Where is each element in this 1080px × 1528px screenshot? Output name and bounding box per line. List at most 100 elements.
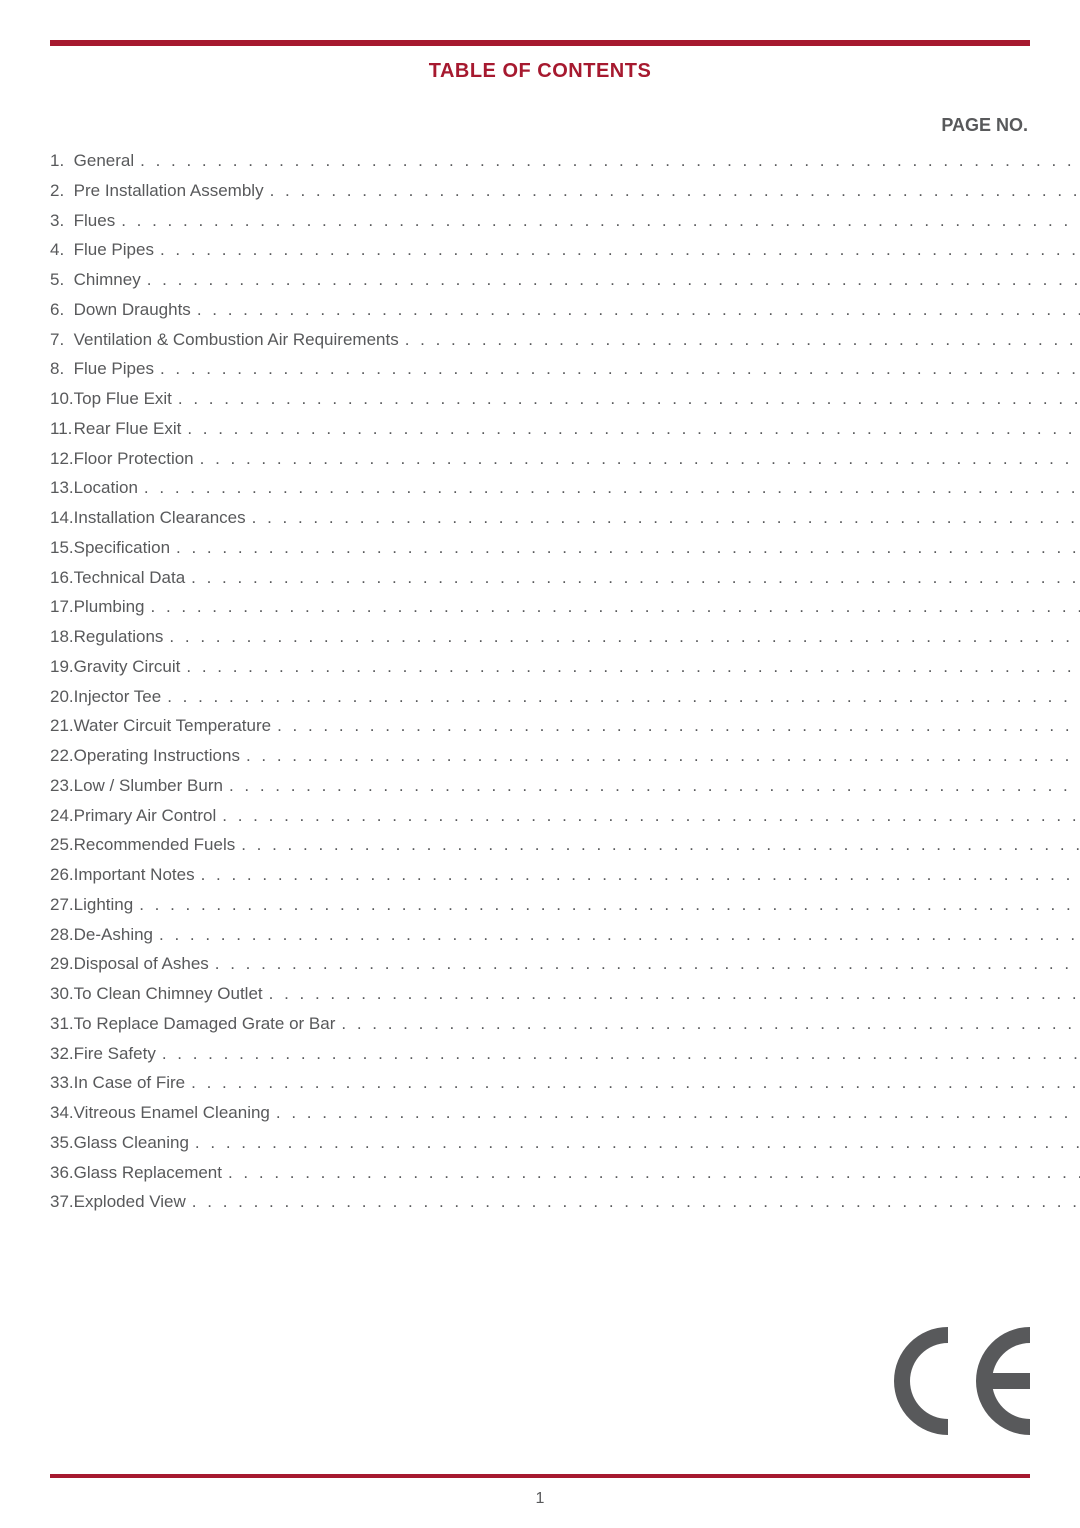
toc-entry-title-cell: Flues (74, 206, 1080, 236)
toc-entry-number: 8. (50, 354, 74, 384)
toc-entry-title: Installation Clearances (74, 503, 246, 533)
toc-entry-title: Glass Cleaning (74, 1128, 189, 1158)
toc-entry-number: 36. (50, 1158, 74, 1188)
toc-entry-title-cell: Gravity Circuit (74, 652, 1080, 682)
toc-entry-title: Plumbing (74, 592, 145, 622)
toc-entry-title-cell: Floor Protection (74, 444, 1080, 474)
toc-entry-title: Chimney (74, 265, 141, 295)
toc-dot-leader (191, 295, 1080, 325)
toc-entry-number: 29. (50, 949, 74, 979)
toc-entry-number: 37. (50, 1187, 74, 1217)
page-no-header: PAGE NO. (50, 115, 1030, 136)
toc-row: 17.Plumbing7 (50, 592, 1080, 622)
toc-entry-title-cell: Ventilation & Combustion Air Requirement… (74, 325, 1080, 355)
toc-dot-leader (170, 533, 1080, 563)
toc-dot-leader (172, 384, 1080, 414)
toc-dot-leader (180, 652, 1080, 682)
toc-row: 10.Top Flue Exit4 (50, 384, 1080, 414)
toc-row: 19.Gravity Circuit7 (50, 652, 1080, 682)
toc-entry-title: Regulations (74, 622, 164, 652)
toc-entry-number: 23. (50, 771, 74, 801)
toc-row: 25.Recommended Fuels8 (50, 830, 1080, 860)
toc-row: 31.To Replace Damaged Grate or Bar11 (50, 1009, 1080, 1039)
toc-dot-leader (270, 1098, 1080, 1128)
toc-entry-title: Rear Flue Exit (74, 414, 182, 444)
toc-entry-title-cell: Plumbing (74, 592, 1080, 622)
toc-row: 29.Disposal of Ashes11 (50, 949, 1080, 979)
toc-entry-title: Down Draughts (74, 295, 191, 325)
toc-entry-title-cell: Disposal of Ashes (74, 949, 1080, 979)
toc-entry-title: Injector Tee (74, 682, 162, 712)
toc-entry-title: Location (74, 473, 138, 503)
toc-entry-title-cell: Location (74, 473, 1080, 503)
toc-entry-number: 12. (50, 444, 74, 474)
toc-dot-leader (154, 354, 1080, 384)
toc-entry-title-cell: Recommended Fuels (74, 830, 1080, 860)
toc-entry-title: Floor Protection (74, 444, 194, 474)
toc-entry-title: Top Flue Exit (74, 384, 172, 414)
toc-entry-title: Vitreous Enamel Cleaning (74, 1098, 270, 1128)
toc-entry-number: 34. (50, 1098, 74, 1128)
toc-entry-title: Flue Pipes (74, 354, 154, 384)
toc-row: 4.Flue Pipes3 (50, 235, 1080, 265)
toc-entry-title-cell: Exploded View (74, 1187, 1080, 1217)
toc-entry-title-cell: Primary Air Control (74, 801, 1080, 831)
toc-entry-title-cell: Fire Safety (74, 1039, 1080, 1069)
toc-dot-leader (240, 741, 1080, 771)
toc-entry-number: 32. (50, 1039, 74, 1069)
toc-entry-number: 22. (50, 741, 74, 771)
toc-entry-number: 15. (50, 533, 74, 563)
toc-row: 1.General2 (50, 146, 1080, 176)
toc-entry-title-cell: In Case of Fire (74, 1068, 1080, 1098)
bottom-rule (50, 1474, 1030, 1478)
toc-dot-leader (145, 592, 1080, 622)
toc-row: 15.Specification6 (50, 533, 1080, 563)
toc-entry-number: 7. (50, 325, 74, 355)
toc-entry-number: 20. (50, 682, 74, 712)
toc-entry-number: 28. (50, 920, 74, 950)
toc-entry-number: 1. (50, 146, 74, 176)
toc-dot-leader (223, 771, 1080, 801)
toc-row: 7.Ventilation & Combustion Air Requireme… (50, 325, 1080, 355)
toc-row: 32.Fire Safety12 (50, 1039, 1080, 1069)
toc-entry-title: Pre Installation Assembly (74, 176, 264, 206)
toc-entry-number: 33. (50, 1068, 74, 1098)
toc-row: 18.Regulations7 (50, 622, 1080, 652)
toc-dot-leader (161, 682, 1080, 712)
toc-entry-number: 27. (50, 890, 74, 920)
toc-dot-leader (399, 325, 1080, 355)
toc-dot-leader (335, 1009, 1080, 1039)
toc-entry-title: To Replace Damaged Grate or Bar (74, 1009, 336, 1039)
toc-entry-number: 16. (50, 563, 74, 593)
toc-row: 8.Flue Pipes4 (50, 354, 1080, 384)
toc-entry-number: 4. (50, 235, 74, 265)
toc-entry-title-cell: Regulations (74, 622, 1080, 652)
toc-entry-title: De-Ashing (74, 920, 153, 950)
toc-entry-title: Glass Replacement (74, 1158, 222, 1188)
toc-dot-leader (235, 830, 1080, 860)
toc-row: 2.Pre Installation Assembly2 (50, 176, 1080, 206)
toc-row: 33.In Case of Fire12 (50, 1068, 1080, 1098)
toc-row: 22.Operating Instructions7 (50, 741, 1080, 771)
toc-entry-title-cell: Rear Flue Exit (74, 414, 1080, 444)
toc-entry-number: 26. (50, 860, 74, 890)
toc-entry-title: Flue Pipes (74, 235, 154, 265)
toc-entry-title-cell: Specification (74, 533, 1080, 563)
toc-entry-title: Lighting (74, 890, 134, 920)
toc-entry-title-cell: Glass Replacement (74, 1158, 1080, 1188)
toc-entry-number: 24. (50, 801, 74, 831)
toc-dot-leader (181, 414, 1080, 444)
toc-entry-title-cell: Technical Data (74, 563, 1080, 593)
toc-row: 3.Flues2 (50, 206, 1080, 236)
toc-dot-leader (134, 146, 1080, 176)
toc-entry-title: Recommended Fuels (74, 830, 236, 860)
toc-row: 37.Exploded View13 (50, 1187, 1080, 1217)
toc-entry-title-cell: Operating Instructions (74, 741, 1080, 771)
toc-row: 30.To Clean Chimney Outlet11 (50, 979, 1080, 1009)
toc-entry-title: Low / Slumber Burn (74, 771, 223, 801)
toc-dot-leader (185, 1068, 1080, 1098)
toc-dot-leader (246, 503, 1080, 533)
toc-entry-title: In Case of Fire (74, 1068, 186, 1098)
toc-entry-number: 21. (50, 711, 74, 741)
toc-entry-title: Flues (74, 206, 116, 236)
